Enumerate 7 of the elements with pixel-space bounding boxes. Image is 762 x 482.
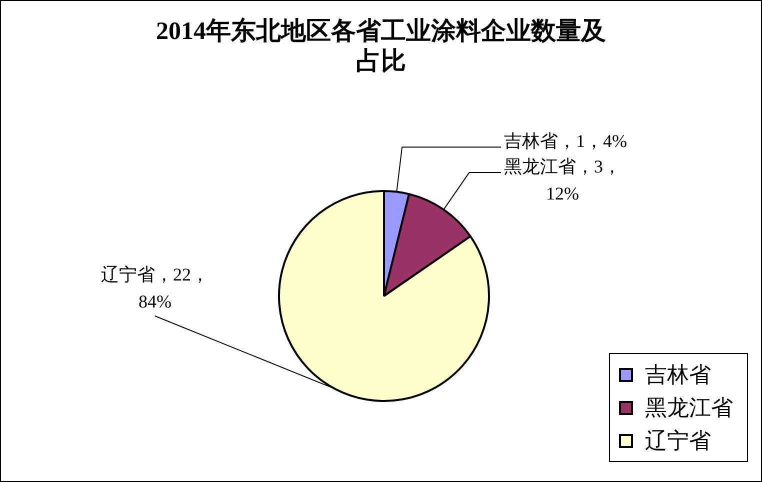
legend-label: 吉林省 (645, 360, 711, 388)
data-label: 吉林省，1，4% (504, 130, 627, 151)
data-label: 辽宁省，22，84% (101, 264, 209, 312)
data-label: 黑龙江省，3，12% (504, 156, 621, 204)
legend-label: 黑龙江省 (645, 394, 733, 422)
chart-title: 2014年东北地区各省工业涂料企业数量及占比 (155, 17, 607, 77)
legend-label: 辽宁省 (645, 426, 711, 454)
